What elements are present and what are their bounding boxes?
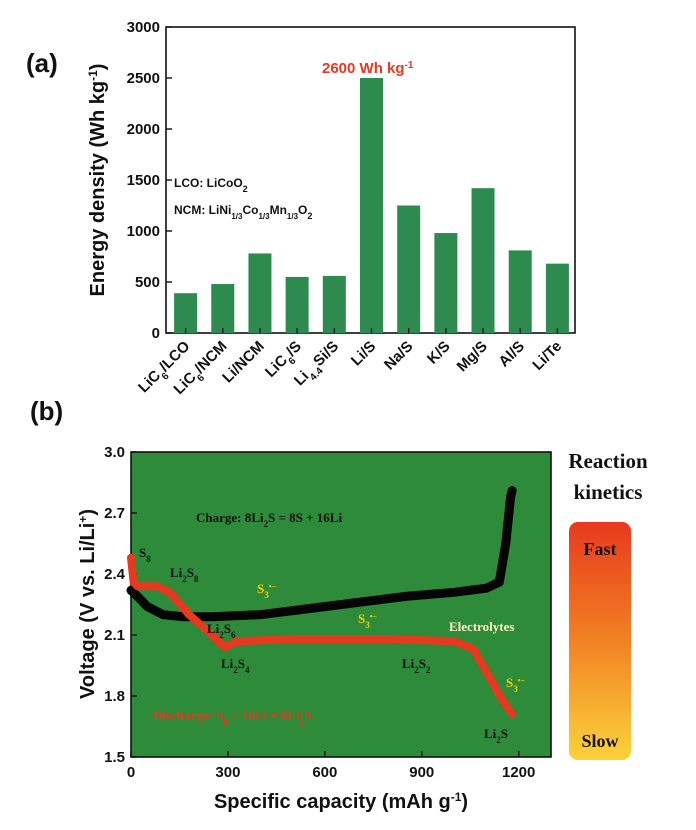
species-li2s8: Li2S8 — [170, 565, 199, 584]
panel-a-callout: 2600 Wh kg-1 — [322, 60, 414, 78]
panel-b-label: (b) — [30, 396, 63, 426]
charge-curve — [126, 486, 517, 622]
panel-b-frame — [130, 451, 552, 758]
panel-b-ylabel: Voltage (V vs. Li/Li+) — [76, 509, 99, 699]
panel-a-xtick-label: Na/S — [381, 338, 417, 374]
panel-a-ytick-label: 2000 — [127, 121, 160, 138]
panel-b-xtick-label: 0 — [127, 764, 135, 781]
panel-b-xtick-label: 300 — [215, 764, 240, 781]
panel-b-ytick-label: 2.1 — [104, 627, 125, 644]
species-li2s4: Li2S4 — [221, 656, 250, 675]
species-s3-radical-2: S3•− — [358, 611, 378, 630]
bar-lic6-s — [285, 276, 309, 333]
panel-a-xtick-label: Al/S — [495, 338, 528, 371]
panel-b-ticks: 1.5 1.8 2.1 2.4 2.7 3.0 0 300 600 900 1200 — [104, 444, 535, 781]
species-s8: S8 — [139, 545, 151, 564]
panel-a-label: (a) — [26, 48, 58, 78]
panel-a-ytick-label: 0 — [152, 325, 160, 342]
panel-a-ytick-label: 1000 — [127, 223, 160, 240]
species-s3-radical-3: S3•− — [506, 675, 526, 694]
kinetics-title-2: kinetics — [574, 480, 643, 504]
panel-a-ytick-label: 3000 — [127, 19, 160, 36]
panel-a-xtick-label: Mg/S — [454, 338, 491, 375]
panel-a-xtick-label: Li/S — [348, 338, 379, 369]
bar-k-s — [434, 233, 458, 333]
bar-li-s — [360, 78, 383, 333]
bar-li-te — [545, 263, 569, 333]
species-li2s6: Li2S6 — [207, 621, 236, 640]
panel-b-xtick-label: 600 — [312, 764, 337, 781]
panel-a-yticks: 0 500 1000 1500 2000 2500 3000 — [127, 19, 172, 342]
note-lco: LCO: LiCoO2 — [174, 176, 248, 194]
panel-b-ytick-label: 2.4 — [104, 566, 126, 583]
panel-b-xtick-label: 1200 — [502, 764, 535, 781]
species-li2s2: Li2S2 — [402, 656, 431, 675]
bar-lic6-ncm — [211, 284, 235, 333]
panel-a-xtick-label: Li/Te — [529, 338, 565, 374]
panel-a-ylabel: Energy density (Wh kg-1) — [86, 64, 109, 297]
panel-a-ytick-label: 500 — [135, 274, 160, 291]
panel-b-ytick-label: 3.0 — [104, 444, 125, 461]
discharge-equation: Discharge: S8 + 16Li = 8Li2S — [153, 708, 312, 727]
panel-b-ytick-label: 1.8 — [104, 688, 125, 705]
bar-na-s — [397, 205, 421, 333]
species-li2s: Li2S — [484, 726, 508, 745]
panel-b-chart: 1.5 1.8 2.1 2.4 2.7 3.0 0 300 600 900 1200 — [104, 444, 552, 781]
bar-mg-s — [471, 188, 495, 333]
panel-a-bars — [174, 78, 569, 333]
kinetics-title-1: Reaction — [568, 449, 648, 473]
panel-a-xtick-label: K/S — [424, 338, 454, 368]
kinetics-slow-label: Slow — [581, 731, 618, 751]
charge-equation: Charge: 8Li2S = 8S + 16Li — [196, 510, 342, 529]
note-ncm: NCM: LiNi1/3Co1/3Mn1/3O2 — [174, 203, 312, 221]
panel-a-ytick-label: 2500 — [127, 70, 160, 87]
bar-li4-4si-s — [322, 275, 346, 333]
panel-b-xlabel: Specific capacity (mAh g-1) — [214, 790, 468, 813]
bar-al-s — [508, 250, 532, 333]
bar-lic6-lco — [174, 293, 198, 333]
panel-b-ytick-label: 2.7 — [104, 505, 125, 522]
electrolytes-label: Electrolytes — [449, 619, 514, 634]
kinetics-gradient-bar — [569, 522, 631, 760]
kinetics-fast-label: Fast — [584, 539, 617, 559]
discharge-curve — [127, 553, 517, 719]
species-s3-radical-1: S3•− — [257, 581, 277, 600]
panel-a-xtick-label: Li/NCM — [219, 338, 268, 387]
panel-a-ytick-label: 1500 — [127, 172, 160, 189]
panel-b-xtick-label: 900 — [409, 764, 434, 781]
panel-b-ytick-label: 1.5 — [104, 749, 125, 766]
bar-li-ncm — [248, 253, 272, 333]
